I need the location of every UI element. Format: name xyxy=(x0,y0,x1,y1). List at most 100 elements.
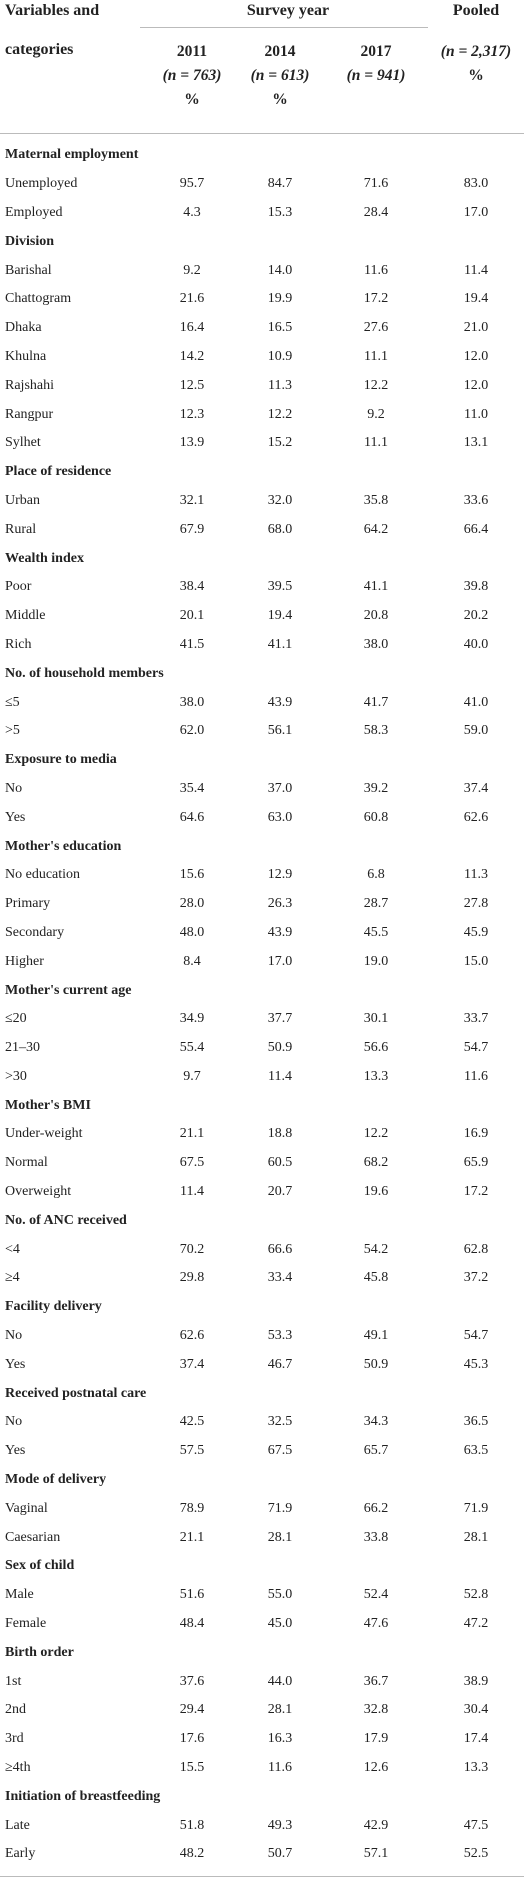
cell-2017: 52.4 xyxy=(363,1587,389,1603)
row-label: Rich xyxy=(5,636,32,652)
cell-2017: 28.7 xyxy=(363,896,389,912)
cell-2011: 12.5 xyxy=(179,377,205,393)
header-col-pooled: (n = 2,317) % xyxy=(428,40,524,88)
row-label: >30 xyxy=(5,1068,27,1084)
table-row: >30 9.7 11.4 13.3 11.6 xyxy=(0,1063,524,1092)
cell-2014: 11.6 xyxy=(268,1760,292,1776)
cell-2014: 41.1 xyxy=(267,636,293,652)
table-row: Rural 67.9 68.0 64.2 66.4 xyxy=(0,515,524,544)
cell-2017: 6.8 xyxy=(367,867,385,883)
row-label: Unemployed xyxy=(5,176,78,192)
cell-2017: 9.2 xyxy=(367,406,385,422)
cell-2017: 17.2 xyxy=(363,291,389,307)
section-label: Sex of child xyxy=(5,1558,75,1574)
row-label: ≥4th xyxy=(5,1760,31,1776)
row-label: Late xyxy=(5,1817,30,1833)
cell-pooled: 52.8 xyxy=(463,1587,489,1603)
header-pooled: Pooled xyxy=(452,2,500,19)
row-label: Higher xyxy=(5,953,44,969)
section-label: Division xyxy=(5,233,55,249)
cell-2017: 20.8 xyxy=(363,608,389,624)
cell-2011: 32.1 xyxy=(179,492,205,508)
cell-2011: 37.6 xyxy=(179,1673,205,1689)
cell-pooled: 54.7 xyxy=(463,1040,489,1056)
cell-2014: 12.2 xyxy=(267,406,293,422)
cell-2017: 56.6 xyxy=(363,1040,389,1056)
table-row: Secondary 48.0 43.9 45.5 45.9 xyxy=(0,919,524,948)
cell-2017: 12.2 xyxy=(363,377,389,393)
cell-2011: 20.1 xyxy=(179,608,205,624)
cell-pooled: 59.0 xyxy=(463,723,489,739)
table-row: ≥4 29.8 33.4 45.8 37.2 xyxy=(0,1264,524,1293)
cell-2011: 67.9 xyxy=(179,521,205,537)
row-label: No xyxy=(5,780,23,796)
cell-2017: 49.1 xyxy=(363,1328,389,1344)
table-row: 2nd 29.4 28.1 32.8 30.4 xyxy=(0,1696,524,1725)
row-label: Middle xyxy=(5,608,46,624)
cell-2011: 48.0 xyxy=(179,924,205,940)
table-row: Rajshahi 12.5 11.3 12.2 12.0 xyxy=(0,371,524,400)
row-label: Secondary xyxy=(5,924,65,940)
row-label: 1st xyxy=(5,1673,22,1689)
cell-2014: 45.0 xyxy=(267,1616,293,1632)
cell-2014: 84.7 xyxy=(267,176,293,192)
cell-pooled: 38.9 xyxy=(463,1673,489,1689)
section-header-row: Birth order xyxy=(0,1638,524,1667)
table-row: <4 70.2 66.6 54.2 62.8 xyxy=(0,1235,524,1264)
cell-2014: 53.3 xyxy=(267,1328,293,1344)
cell-2011: 42.5 xyxy=(179,1414,205,1430)
table-row: Caesarian 21.1 28.1 33.8 28.1 xyxy=(0,1523,524,1552)
cell-2014: 50.9 xyxy=(267,1040,293,1056)
cell-2017: 11.1 xyxy=(364,348,388,364)
row-label: Chattogram xyxy=(5,291,72,307)
table-row: Sylhet 13.9 15.2 11.1 13.1 xyxy=(0,429,524,458)
section-label: Mode of delivery xyxy=(5,1472,107,1488)
cell-2014: 63.0 xyxy=(267,809,293,825)
row-label: Dhaka xyxy=(5,320,42,336)
cell-2014: 55.0 xyxy=(267,1587,293,1603)
cell-2017: 11.6 xyxy=(364,262,388,278)
cell-2017: 45.8 xyxy=(363,1270,389,1286)
section-header-row: No. of ANC received xyxy=(0,1206,524,1235)
cell-2017: 71.6 xyxy=(363,176,389,192)
section-label: Initiation of breastfeeding xyxy=(5,1788,161,1804)
table-row: Unemployed 95.7 84.7 71.6 83.0 xyxy=(0,170,524,199)
cell-2014: 49.3 xyxy=(267,1817,293,1833)
header-survey-year: Survey year xyxy=(246,2,330,19)
cell-2011: 62.0 xyxy=(179,723,205,739)
cell-pooled: 62.6 xyxy=(463,809,489,825)
table-row: No 62.6 53.3 49.1 54.7 xyxy=(0,1322,524,1351)
header-col-n: (n = 2,317) xyxy=(440,43,512,60)
cell-2017: 65.7 xyxy=(363,1443,389,1459)
cell-2014: 37.0 xyxy=(267,780,293,796)
cell-2011: 16.4 xyxy=(179,320,205,336)
row-label: ≥4 xyxy=(5,1270,20,1286)
cell-pooled: 28.1 xyxy=(463,1529,489,1545)
cell-2011: 64.6 xyxy=(179,809,205,825)
section-label: Maternal employment xyxy=(5,147,139,163)
cell-2011: 21.6 xyxy=(179,291,205,307)
row-label: Khulna xyxy=(5,348,47,364)
cell-2014: 16.3 xyxy=(267,1731,293,1747)
cell-2017: 32.8 xyxy=(363,1702,389,1718)
cell-pooled: 47.2 xyxy=(463,1616,489,1632)
row-label: Vaginal xyxy=(5,1500,48,1516)
table-row: Yes 37.4 46.7 50.9 45.3 xyxy=(0,1350,524,1379)
cell-pooled: 13.3 xyxy=(463,1760,489,1776)
section-label: Mother's BMI xyxy=(5,1097,91,1113)
table-row: Barishal 9.2 14.0 11.6 11.4 xyxy=(0,256,524,285)
table-row: Yes 64.6 63.0 60.8 62.6 xyxy=(0,803,524,832)
cell-pooled: 45.9 xyxy=(463,924,489,940)
cell-2014: 14.0 xyxy=(267,262,293,278)
cell-2011: 9.7 xyxy=(183,1068,201,1084)
cell-pooled: 12.0 xyxy=(463,348,489,364)
cell-2011: 14.2 xyxy=(179,348,205,364)
cell-2014: 12.9 xyxy=(267,867,293,883)
cell-pooled: 11.0 xyxy=(464,406,488,422)
cell-2017: 42.9 xyxy=(363,1817,389,1833)
cell-2011: 28.0 xyxy=(179,896,205,912)
cell-2017: 38.0 xyxy=(363,636,389,652)
section-header-row: Mode of delivery xyxy=(0,1466,524,1495)
table-bottom-rule xyxy=(0,1876,524,1877)
cell-pooled: 83.0 xyxy=(463,176,489,192)
